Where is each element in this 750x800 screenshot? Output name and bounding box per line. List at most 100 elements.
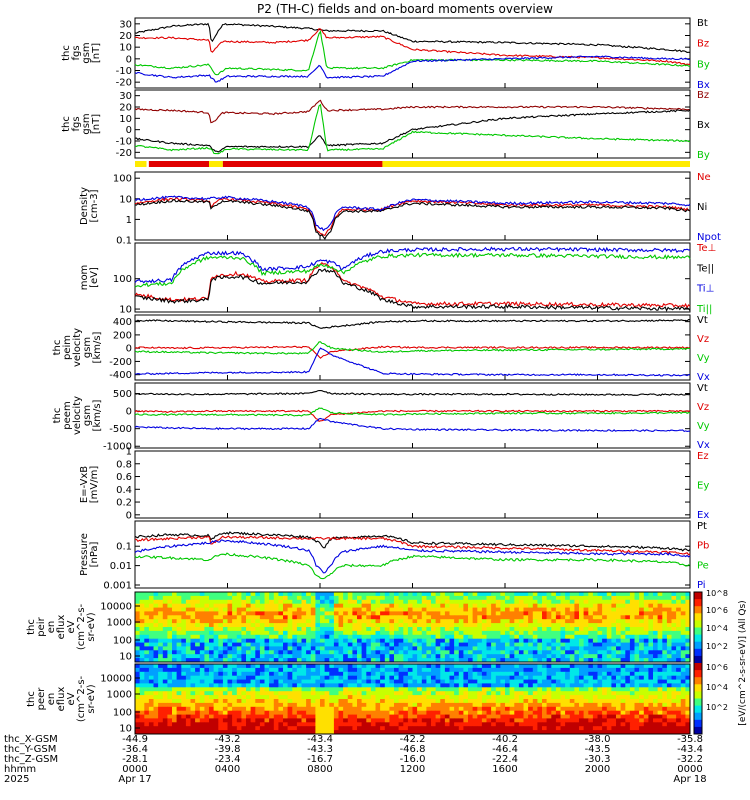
spectrogram-cell <box>158 607 164 612</box>
spectrogram-cell <box>523 671 529 677</box>
spectrogram-cell <box>583 630 589 636</box>
spectrogram-cell <box>546 675 552 680</box>
spectrogram-cell <box>629 658 635 663</box>
series-line-Pb <box>134 535 691 556</box>
spectrogram-cell <box>597 702 603 708</box>
spectrogram-cell <box>639 726 645 731</box>
series-line-Te⊥ <box>134 262 691 309</box>
spectrogram-cell <box>583 650 589 655</box>
spectrogram-y-axis-label-line: eV <box>66 620 77 633</box>
spectrogram-cell <box>542 619 547 624</box>
spectrogram-cell <box>500 679 506 684</box>
spectrogram-cell <box>431 619 436 624</box>
spectrogram-cell <box>611 664 617 669</box>
spectrogram-cell <box>491 726 497 731</box>
spectrogram-cell <box>264 634 270 640</box>
spectrogram-cell <box>569 718 575 723</box>
spectrogram-cell <box>666 650 672 655</box>
spectrogram-cell <box>685 599 691 605</box>
spectrogram-cell <box>454 710 460 715</box>
spectrogram-cell <box>389 718 395 723</box>
spectrogram-cell <box>680 603 686 608</box>
spectrogram-cell <box>625 699 631 704</box>
spectrogram-cell <box>426 679 432 684</box>
spectrogram-cell <box>616 611 621 616</box>
spectrogram-cell <box>597 658 603 663</box>
spectrogram-cell <box>523 627 529 632</box>
spectrogram-cell <box>222 706 228 712</box>
spectrogram-cell <box>167 634 173 640</box>
spectrogram-cell <box>648 695 654 700</box>
spectrogram-cell <box>532 667 538 673</box>
spectrogram-cell <box>375 630 381 636</box>
spectrogram-cell <box>431 687 436 692</box>
spectrogram-cell <box>620 706 626 712</box>
spectrogram-cell <box>680 595 686 601</box>
spectrogram-cell <box>255 722 261 727</box>
spectrogram-cell <box>463 714 469 719</box>
spectrogram-cell <box>426 691 432 696</box>
spectrogram-cell <box>491 687 497 692</box>
spectrogram-cell <box>343 683 349 688</box>
spectrogram-cell <box>158 646 164 651</box>
spectrogram-cell <box>565 650 571 655</box>
spectrogram-cell <box>333 695 339 700</box>
spectrogram-cell <box>653 634 658 640</box>
spectrogram-cell <box>500 599 506 605</box>
spectrogram-cell <box>657 726 663 731</box>
spectrogram-cell <box>532 683 538 688</box>
spectrogram-cell <box>292 623 298 628</box>
spectrogram-cell <box>199 599 205 605</box>
spectrogram-cell <box>583 702 589 708</box>
spectrogram-cell <box>620 702 626 708</box>
colorbar-cell <box>694 609 702 614</box>
spectrogram-cell <box>403 687 409 692</box>
spectrogram-cell <box>283 634 288 640</box>
spectrogram-cell <box>232 615 238 620</box>
spectrogram-cell <box>491 634 497 640</box>
spectrogram-cell <box>250 611 256 616</box>
spectrogram-cell <box>246 650 251 655</box>
spectrogram-cell <box>491 603 497 608</box>
spectrogram-cell <box>662 695 668 700</box>
spectrogram-cell <box>643 646 649 651</box>
spectrogram-cell <box>560 623 566 628</box>
spectrogram-cell <box>370 671 376 677</box>
spectrogram-cell <box>301 718 307 723</box>
spectrogram-cell <box>301 702 307 708</box>
spectrogram-cell <box>278 664 284 669</box>
spectrogram-cell <box>565 687 571 692</box>
spectrogram-cell <box>403 683 409 688</box>
spectrogram-cell <box>509 615 515 620</box>
spectrogram-cell <box>491 667 497 673</box>
spectrogram-cell <box>278 599 284 605</box>
spectrogram-cell <box>666 595 672 601</box>
spectrogram-cell <box>523 726 529 731</box>
spectrogram-cell <box>181 664 187 669</box>
spectrogram-cell <box>574 691 580 696</box>
spectrogram-cell <box>426 702 432 708</box>
spectrogram-cell <box>320 683 325 688</box>
spectrogram-cell <box>264 695 270 700</box>
colorbar-cell <box>694 606 702 611</box>
spectrogram-cell <box>199 730 205 735</box>
spectrogram-cell <box>204 679 210 684</box>
spectrogram-cell <box>343 679 349 684</box>
spectrogram-cell <box>218 691 224 696</box>
spectrogram-cell <box>629 603 635 608</box>
spectrogram-cell <box>500 730 506 735</box>
spectrogram-cell <box>209 638 214 643</box>
spectrogram-cell <box>333 706 339 712</box>
spectrogram-cell <box>398 607 404 612</box>
spectrogram-cell <box>505 710 510 715</box>
spectrogram-cell <box>209 634 214 640</box>
spectrogram-cell <box>676 603 682 608</box>
spectrogram-cell <box>592 730 598 735</box>
spectrogram-cell <box>412 615 418 620</box>
spectrogram-cell <box>454 619 460 624</box>
spectrogram-cell <box>153 695 159 700</box>
spectrogram-cell <box>172 714 177 719</box>
spectrogram-cell <box>509 664 515 669</box>
spectrogram-cell <box>227 623 233 628</box>
spectrogram-cell <box>236 722 242 727</box>
